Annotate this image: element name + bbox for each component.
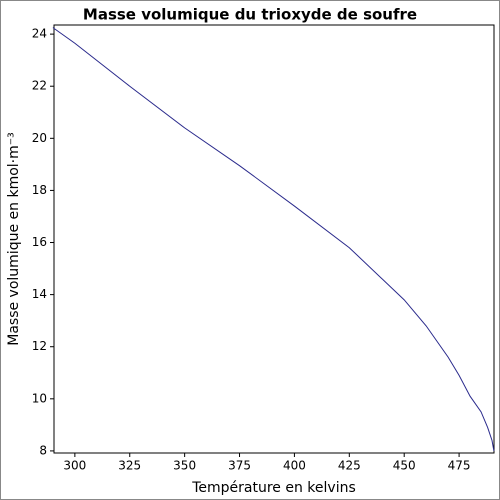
x-tick-label: 350: [173, 459, 196, 473]
x-tick-label: 475: [448, 459, 471, 473]
y-tick-label: 20: [32, 131, 47, 145]
data-line: [52, 27, 495, 452]
y-tick-label: 12: [32, 339, 47, 353]
x-axis-label: Température en kelvins: [191, 480, 356, 496]
x-tick-label: 300: [63, 459, 86, 473]
y-tick-label: 24: [32, 27, 47, 41]
x-tick-label: 450: [393, 459, 416, 473]
chart-title: Masse volumique du trioxyde de soufre: [83, 6, 417, 24]
x-tick-label: 325: [118, 459, 141, 473]
x-tick-label: 425: [338, 459, 361, 473]
y-tick-label: 14: [32, 287, 47, 301]
y-tick-label: 8: [39, 443, 47, 457]
y-tick-label: 18: [32, 183, 47, 197]
y-tick-label: 22: [32, 79, 47, 93]
y-tick-label: 10: [32, 391, 47, 405]
x-tick-label: 400: [283, 459, 306, 473]
y-axis-label: Masse volumique en kmol·m⁻³: [6, 132, 22, 346]
y-tick-label: 16: [32, 235, 47, 249]
plot-area: [53, 24, 495, 454]
x-tick-label: 375: [228, 459, 251, 473]
